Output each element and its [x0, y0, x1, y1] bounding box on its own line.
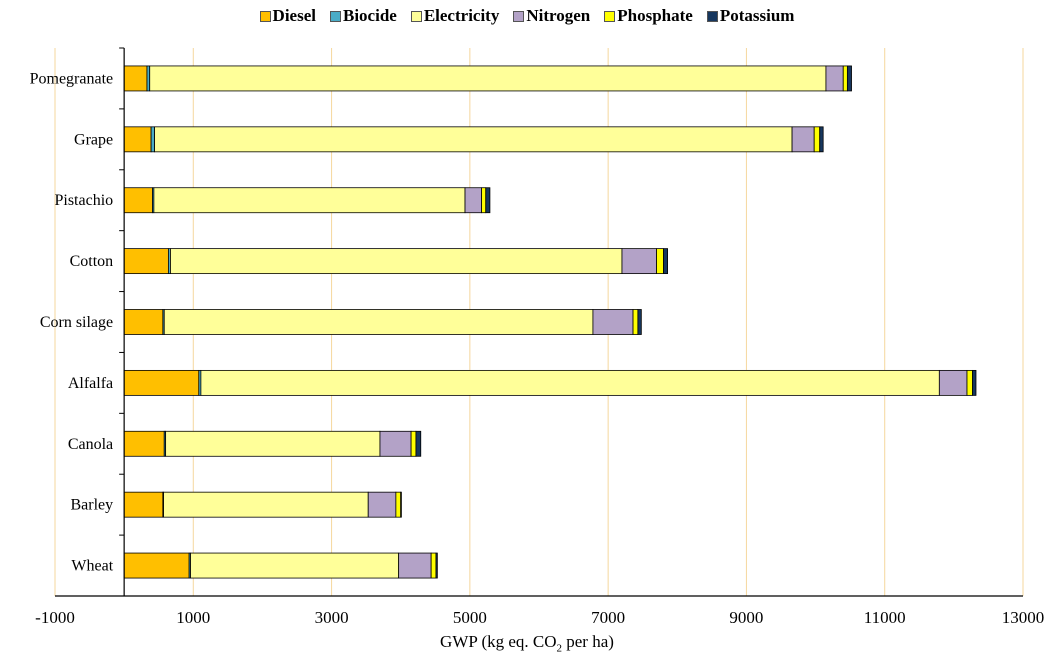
bar-pomegranate-electricity: [149, 65, 827, 92]
x-tick-label-3: 5000: [453, 608, 487, 627]
bar-alfalfa-diesel: [123, 369, 200, 396]
x-tick-label-2: 3000: [315, 608, 349, 627]
bar-barley-electricity: [163, 491, 369, 518]
bar-alfalfa-potassium: [972, 369, 977, 396]
legend: Diesel Biocide Electricity Nitrogen Phos…: [0, 6, 1054, 26]
bar-cotton-potassium: [663, 248, 669, 275]
x-tick-label-6: 11000: [864, 608, 906, 627]
bar-pistachio-nitrogen: [464, 187, 483, 214]
bar-barley-diesel: [123, 491, 164, 518]
legend-swatch-diesel: [259, 10, 271, 22]
legend-item-nitrogen: Nitrogen: [513, 6, 590, 26]
bar-canola-phosphate: [410, 430, 417, 457]
bar-alfalfa-nitrogen: [938, 369, 968, 396]
bar-wheat-phosphate: [430, 552, 437, 579]
bar-canola-nitrogen: [379, 430, 412, 457]
y-tick-label-6: Canola: [68, 436, 113, 453]
legend-label-diesel: Diesel: [272, 6, 316, 25]
y-tick-label-4: Corn silage: [40, 314, 113, 331]
legend-swatch-phosphate: [604, 10, 616, 22]
bar-cotton-diesel: [123, 248, 169, 275]
bar-pistachio-diesel: [123, 187, 153, 214]
legend-swatch-electricity: [410, 10, 422, 22]
x-axis-title: GWP (kg eq. CO2 per ha): [0, 632, 1054, 654]
bar-canola-electricity: [165, 430, 381, 457]
x-tick-label-0: -1000: [35, 608, 75, 627]
bar-pomegranate-potassium: [846, 65, 852, 92]
x-tick-label-1: 1000: [176, 608, 210, 627]
legend-label-nitrogen: Nitrogen: [526, 6, 591, 25]
y-tick-label-3: Cotton: [70, 253, 114, 270]
bar-wheat-electricity: [190, 552, 400, 579]
bar-wheat-nitrogen: [398, 552, 432, 579]
bar-pomegranate-biocide: [146, 65, 151, 92]
bar-canola-potassium: [415, 430, 422, 457]
x-axis-title-main: GWP (kg eq. CO: [440, 632, 557, 651]
bar-pistachio-potassium: [485, 187, 491, 214]
bar-corn-silage-electricity: [163, 309, 594, 335]
bar-corn-silage-potassium: [637, 309, 642, 335]
x-tick-label-7: 13000: [1002, 608, 1045, 627]
bar-pistachio-electricity: [153, 187, 466, 214]
legend-label-electricity: Electricity: [423, 6, 500, 25]
bar-pomegranate-phosphate: [842, 65, 848, 92]
legend-label-potassium: Potassium: [719, 6, 795, 25]
legend-label-biocide: Biocide: [342, 6, 397, 25]
x-axis-title-tail: per ha): [562, 632, 614, 651]
bar-wheat-diesel: [123, 552, 190, 579]
bar-pistachio-phosphate: [481, 187, 487, 214]
y-tick-label-5: Alfalfa: [68, 375, 113, 392]
bar-pomegranate-diesel: [123, 65, 148, 92]
bar-wheat-potassium: [435, 552, 438, 579]
legend-label-phosphate: Phosphate: [617, 6, 693, 25]
legend-item-biocide: Biocide: [329, 6, 397, 26]
y-tick-label-8: Wheat: [71, 558, 113, 575]
y-tick-label-0: Pomegranate: [30, 70, 114, 87]
bar-grape-diesel: [123, 126, 152, 153]
bar-cotton-electricity: [170, 248, 623, 275]
x-tick-label-4: 7000: [591, 608, 625, 627]
y-tick-label-1: Grape: [74, 131, 113, 148]
legend-swatch-biocide: [329, 10, 341, 22]
legend-swatch-potassium: [706, 10, 718, 22]
bar-grape-nitrogen: [791, 126, 815, 153]
bar-grape-phosphate: [813, 126, 821, 153]
bar-alfalfa-electricity: [200, 369, 940, 396]
legend-swatch-nitrogen: [513, 10, 525, 22]
bar-corn-silage-phosphate: [632, 309, 639, 335]
bar-grape-potassium: [819, 126, 824, 153]
legend-item-diesel: Diesel: [259, 6, 316, 26]
bar-cotton-phosphate: [656, 248, 664, 275]
y-tick-label-7: Barley: [70, 497, 113, 514]
bar-canola-diesel: [123, 430, 165, 457]
bar-alfalfa-phosphate: [966, 369, 973, 396]
bar-barley-potassium: [400, 491, 402, 518]
bar-corn-silage-diesel: [123, 309, 164, 335]
bar-pomegranate-nitrogen: [825, 65, 844, 92]
y-tick-label-2: Pistachio: [54, 192, 113, 209]
bar-cotton-nitrogen: [621, 248, 657, 275]
x-tick-label-5: 9000: [729, 608, 763, 627]
bar-corn-silage-nitrogen: [592, 309, 634, 335]
bar-grape-electricity: [154, 126, 793, 153]
x-axis-title-subscript: 2: [556, 642, 563, 655]
legend-item-phosphate: Phosphate: [604, 6, 693, 26]
bar-barley-nitrogen: [367, 491, 397, 518]
legend-item-electricity: Electricity: [410, 6, 500, 26]
bar-grape-biocide: [150, 126, 155, 153]
legend-item-potassium: Potassium: [706, 6, 795, 26]
bar-barley-phosphate: [395, 491, 402, 518]
